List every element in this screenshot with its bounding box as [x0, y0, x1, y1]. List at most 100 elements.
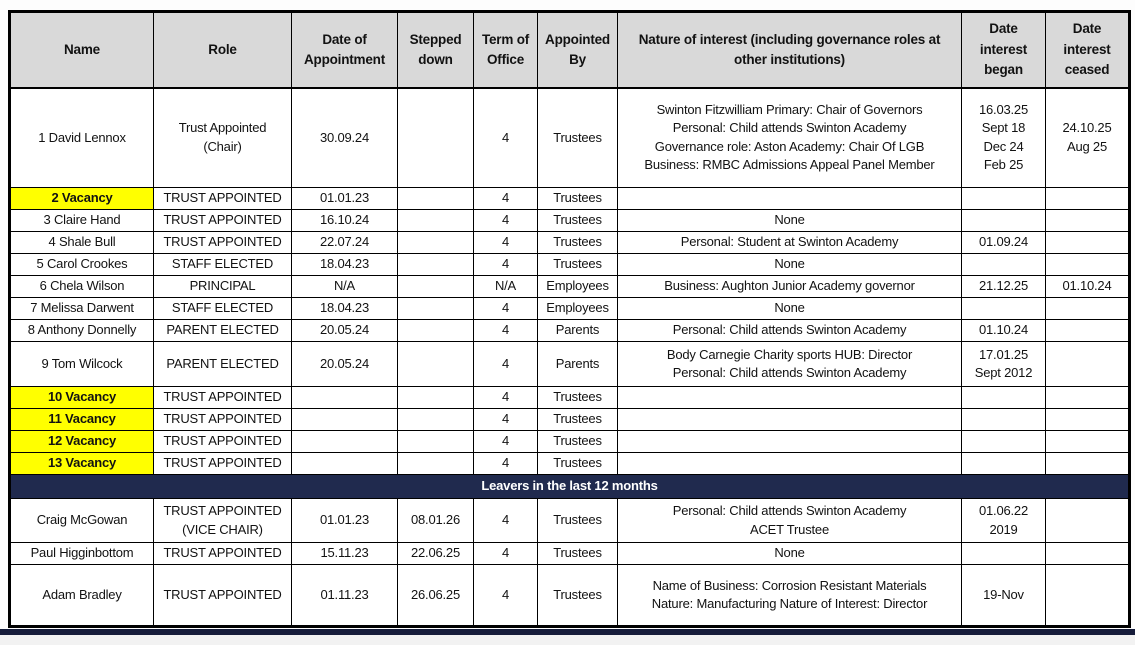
cell-line: 01.06.22: [978, 503, 1028, 519]
table-row: Paul Higginbottom TRUST APPOINTED 15.11.23…: [9, 542, 1130, 565]
cell-date_interest_ceased: [1045, 452, 1130, 475]
cell-stepped_down: 22.06.25: [397, 542, 474, 565]
cell-line: 16.03.25: [978, 101, 1028, 117]
cell-date_interest_ceased: [1045, 498, 1130, 543]
table-row: 12 Vacancy TRUST APPOINTED 4 Trustees: [9, 430, 1130, 453]
cell-date_of_appointment: 01.11.23: [291, 564, 398, 627]
cell-role: STAFF ELECTED: [153, 297, 292, 320]
cell-name: 5 Carol Crookes: [9, 253, 154, 276]
cell-line: 17.01.25: [978, 346, 1028, 362]
cell-date_of_appointment: 20.05.24: [291, 319, 398, 342]
cell-date_of_appointment: 18.04.23: [291, 253, 398, 276]
banner-section: Leavers in the last 12 months: [8, 474, 1131, 499]
cell-name: 12 Vacancy: [9, 430, 154, 453]
col-header-date_interest_ceased: Date interest ceased: [1045, 11, 1130, 89]
cell-line: Feb 25: [983, 157, 1024, 173]
table-row: 4 Shale Bull TRUST APPOINTED 22.07.24 4 Trus…: [9, 231, 1130, 254]
governance-table: Name Role Date of Appointment Stepped down T…: [8, 10, 1131, 628]
cell-line: Governance role: Aston Academy: Chair Of…: [654, 138, 925, 154]
cell-role: TRUST APPOINTED (VICE CHAIR): [153, 498, 292, 543]
cell-line: Nature: Manufacturing Nature of Interest…: [651, 596, 928, 611]
cell-date_of_appointment: [291, 430, 398, 453]
cell-role: TRUST APPOINTED: [153, 231, 292, 254]
cell-name: 7 Melissa Darwent: [9, 297, 154, 320]
table-row: Adam Bradley TRUST APPOINTED 01.11.23 26.06…: [9, 564, 1130, 627]
cell-appointed_by: Trustees: [537, 542, 618, 565]
cell-stepped_down: [397, 452, 474, 475]
cell-line: Sept 18: [981, 120, 1026, 136]
table-row: 5 Carol Crookes STAFF ELECTED 18.04.23 4 Tru…: [9, 253, 1130, 276]
cell-date_of_appointment: N/A: [291, 275, 398, 298]
cell-role: PRINCIPAL: [153, 275, 292, 298]
leavers-section: Craig McGowan TRUST APPOINTED (VICE CHAIR…: [9, 498, 1130, 627]
cell-stepped_down: [397, 297, 474, 320]
cell-name: 10 Vacancy: [9, 386, 154, 409]
cell-date_interest_began: [961, 187, 1046, 210]
cell-stepped_down: [397, 253, 474, 276]
cell-date_of_appointment: 01.01.23: [291, 187, 398, 210]
cell-appointed_by: Trustees: [537, 452, 618, 475]
cell-date_interest_began: 01.06.22 2019: [961, 498, 1046, 543]
cell-name: Adam Bradley: [9, 564, 154, 627]
cell-appointed_by: Employees: [537, 297, 618, 320]
cell-line: Personal: Child attends Swinton Academy: [672, 365, 907, 380]
cell-date_of_appointment: 20.05.24: [291, 341, 398, 387]
table-row: 10 Vacancy TRUST APPOINTED 4 Trustees: [9, 386, 1130, 409]
table-row: 9 Tom Wilcock PARENT ELECTED 20.05.24 4 Pare…: [9, 341, 1130, 387]
cell-appointed_by: Parents: [537, 319, 618, 342]
cell-line: Business: RMBC Admissions Appeal Panel M…: [644, 157, 935, 173]
cell-name: Paul Higginbottom: [9, 542, 154, 565]
table-row: 6 Chela Wilson PRINCIPAL N/A N/A Employees Bu…: [9, 275, 1130, 298]
cell-date_interest_began: 19-Nov: [961, 564, 1046, 627]
leavers-banner-row: Leavers in the last 12 months: [8, 474, 1131, 499]
cell-line: 24.10.25: [1062, 120, 1112, 136]
cell-date_interest_began: 17.01.25 Sept 2012: [961, 341, 1046, 387]
members-section: 1 David Lennox Trust Appointed (Chair) 30.…: [9, 87, 1130, 475]
cell-date_interest_ceased: [1045, 209, 1130, 232]
cell-appointed_by: Parents: [537, 341, 618, 387]
cell-appointed_by: Trustees: [537, 498, 618, 543]
cell-term_of_office: 4: [473, 209, 538, 232]
cell-date_interest_began: [961, 209, 1046, 232]
cell-appointed_by: Employees: [537, 275, 618, 298]
cell-term_of_office: 4: [473, 319, 538, 342]
col-header-name: Name: [9, 11, 154, 89]
cell-name: 3 Claire Hand: [9, 209, 154, 232]
cell-line: 2019: [989, 521, 1018, 537]
cell-stepped_down: 26.06.25: [397, 564, 474, 627]
cell-line: Name of Business: Corrosion Resistant Ma…: [652, 577, 927, 593]
cell-date_interest_began: 01.09.24: [961, 231, 1046, 254]
cell-line: Aug 25: [1066, 138, 1107, 154]
cell-role: PARENT ELECTED: [153, 319, 292, 342]
cell-nature_of_interest: [617, 452, 962, 475]
cell-date_of_appointment: [291, 408, 398, 431]
col-header-appointed_by: Appointed By: [537, 11, 618, 89]
cell-name: 11 Vacancy: [9, 408, 154, 431]
cell-stepped_down: [397, 209, 474, 232]
bottom-divider-bar: [0, 629, 1135, 635]
cell-role: PARENT ELECTED: [153, 341, 292, 387]
cell-term_of_office: 4: [473, 498, 538, 543]
cell-line: Body Carnegie Charity sports HUB: Direct…: [666, 346, 913, 362]
cell-date_interest_began: 21.12.25: [961, 275, 1046, 298]
table-row: 11 Vacancy TRUST APPOINTED 4 Trustees: [9, 408, 1130, 431]
leavers-banner-label: Leavers in the last 12 months: [8, 474, 1131, 499]
cell-date_interest_ceased: [1045, 319, 1130, 342]
cell-nature_of_interest: Personal: Child attends Swinton Academy A…: [617, 498, 962, 543]
cell-role: TRUST APPOINTED: [153, 386, 292, 409]
cell-appointed_by: Trustees: [537, 231, 618, 254]
cell-date_interest_ceased: [1045, 297, 1130, 320]
cell-stepped_down: [397, 430, 474, 453]
cell-role: Trust Appointed (Chair): [153, 87, 292, 188]
cell-nature_of_interest: Personal: Child attends Swinton Academy: [617, 319, 962, 342]
cell-name: 1 David Lennox: [9, 87, 154, 188]
cell-term_of_office: 4: [473, 87, 538, 188]
col-header-date_of_appointment: Date of Appointment: [291, 11, 398, 89]
table-row: 7 Melissa Darwent STAFF ELECTED 18.04.23 4 E…: [9, 297, 1130, 320]
cell-stepped_down: [397, 231, 474, 254]
cell-date_interest_ceased: [1045, 430, 1130, 453]
cell-date_of_appointment: 30.09.24: [291, 87, 398, 188]
cell-name: 9 Tom Wilcock: [9, 341, 154, 387]
cell-role: TRUST APPOINTED: [153, 430, 292, 453]
cell-date_interest_ceased: 24.10.25 Aug 25: [1045, 87, 1130, 188]
